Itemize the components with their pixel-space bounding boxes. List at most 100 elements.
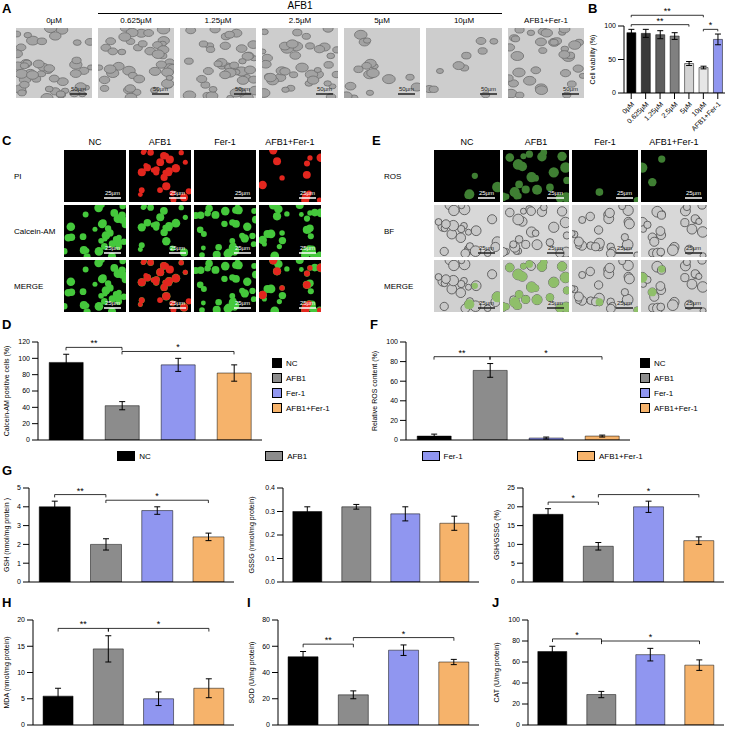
svg-text:25µm: 25µm xyxy=(235,300,250,306)
svg-text:50µm: 50µm xyxy=(235,86,250,92)
svg-text:GSSG (nmol/mg protein): GSSG (nmol/mg protein) xyxy=(248,496,256,573)
svg-text:60: 60 xyxy=(390,378,398,385)
svg-text:25µm: 25µm xyxy=(686,190,701,196)
svg-text:15: 15 xyxy=(17,643,25,650)
svg-text:**: ** xyxy=(80,619,88,629)
svg-text:20: 20 xyxy=(390,417,398,424)
svg-text:Cell viability (%): Cell viability (%) xyxy=(589,35,597,85)
svg-text:25µm: 25µm xyxy=(300,190,315,196)
svg-text:100: 100 xyxy=(508,616,520,623)
svg-text:**: ** xyxy=(664,6,672,16)
svg-text:Calcein-AM positive cells (%): Calcein-AM positive cells (%) xyxy=(3,346,11,437)
svg-text:80: 80 xyxy=(22,371,30,378)
svg-text:*: * xyxy=(575,630,579,640)
svg-text:50µm: 50µm xyxy=(153,86,168,92)
svg-text:0.3: 0.3 xyxy=(265,508,275,515)
svg-text:*: * xyxy=(157,619,161,629)
svg-text:0: 0 xyxy=(612,89,616,96)
svg-text:40: 40 xyxy=(262,669,270,676)
svg-text:20: 20 xyxy=(22,420,30,427)
svg-text:0: 0 xyxy=(21,721,25,728)
svg-text:SOD (U/mg protein): SOD (U/mg protein) xyxy=(248,642,256,704)
svg-text:*: * xyxy=(649,632,653,642)
svg-text:60: 60 xyxy=(262,643,270,650)
svg-text:25µm: 25µm xyxy=(105,245,120,251)
svg-text:50µm: 50µm xyxy=(71,86,86,92)
svg-text:*: * xyxy=(176,342,180,352)
svg-text:**: ** xyxy=(90,338,98,348)
svg-text:25µm: 25µm xyxy=(479,300,494,306)
svg-text:50µm: 50µm xyxy=(399,86,414,92)
svg-text:25µm: 25µm xyxy=(170,245,185,251)
svg-text:15: 15 xyxy=(507,522,515,529)
svg-text:50µm: 50µm xyxy=(563,86,578,92)
svg-text:25µm: 25µm xyxy=(170,300,185,306)
svg-text:25µm: 25µm xyxy=(617,300,632,306)
svg-text:0: 0 xyxy=(17,578,21,585)
svg-text:*: * xyxy=(571,493,575,503)
svg-text:3: 3 xyxy=(17,522,21,529)
svg-text:0: 0 xyxy=(266,721,270,728)
svg-text:*: * xyxy=(544,348,548,358)
svg-text:50µm: 50µm xyxy=(481,86,496,92)
svg-text:4: 4 xyxy=(17,503,21,510)
svg-text:50µm: 50µm xyxy=(317,86,332,92)
svg-text:5: 5 xyxy=(17,484,21,491)
svg-text:80: 80 xyxy=(390,358,398,365)
svg-text:25µm: 25µm xyxy=(686,245,701,251)
svg-text:100: 100 xyxy=(18,355,30,362)
svg-text:**: ** xyxy=(325,635,333,645)
svg-text:20: 20 xyxy=(507,503,515,510)
svg-text:0.0: 0.0 xyxy=(265,578,275,585)
svg-text:25µm: 25µm xyxy=(686,300,701,306)
svg-text:25µm: 25µm xyxy=(235,245,250,251)
svg-text:25µm: 25µm xyxy=(617,190,632,196)
svg-text:25µm: 25µm xyxy=(300,245,315,251)
svg-text:Relative ROS content (%): Relative ROS content (%) xyxy=(371,351,379,431)
svg-text:25µm: 25µm xyxy=(479,190,494,196)
svg-text:120: 120 xyxy=(18,338,30,345)
svg-text:100: 100 xyxy=(386,338,398,345)
svg-text:20: 20 xyxy=(512,700,520,707)
svg-text:GSH (nmol/mg protein ): GSH (nmol/mg protein ) xyxy=(3,498,11,572)
svg-text:40: 40 xyxy=(390,397,398,404)
svg-text:2.5µM: 2.5µM xyxy=(660,100,680,120)
svg-text:25µm: 25µm xyxy=(170,190,185,196)
svg-text:25: 25 xyxy=(507,484,515,491)
svg-text:0: 0 xyxy=(511,578,515,585)
svg-text:60: 60 xyxy=(22,387,30,394)
svg-text:*: * xyxy=(709,20,713,30)
svg-text:MDA (nmol/mg protein): MDA (nmol/mg protein) xyxy=(3,637,11,709)
svg-text:1: 1 xyxy=(17,560,21,567)
svg-text:25µm: 25µm xyxy=(105,190,120,196)
svg-text:0.1: 0.1 xyxy=(265,555,275,562)
svg-text:**: ** xyxy=(77,486,85,496)
svg-text:25µm: 25µm xyxy=(548,300,563,306)
svg-text:*: * xyxy=(402,629,406,639)
svg-text:10: 10 xyxy=(17,669,25,676)
svg-text:0.4: 0.4 xyxy=(265,484,275,491)
svg-text:20: 20 xyxy=(262,695,270,702)
svg-text:25µm: 25µm xyxy=(479,245,494,251)
svg-text:GSH/GSSG (%): GSH/GSSG (%) xyxy=(493,510,501,560)
svg-text:80: 80 xyxy=(512,637,520,644)
svg-text:80: 80 xyxy=(262,616,270,623)
svg-text:*: * xyxy=(155,491,159,501)
svg-text:50: 50 xyxy=(608,56,616,63)
svg-text:10: 10 xyxy=(507,541,515,548)
svg-text:20: 20 xyxy=(17,616,25,623)
svg-text:5: 5 xyxy=(21,695,25,702)
svg-text:25µm: 25µm xyxy=(300,300,315,306)
svg-text:*: * xyxy=(647,486,651,496)
svg-text:0: 0 xyxy=(394,436,398,443)
svg-text:2: 2 xyxy=(17,541,21,548)
svg-text:**: ** xyxy=(657,16,665,26)
svg-text:40: 40 xyxy=(22,404,30,411)
svg-text:AFB1+Fer-1: AFB1+Fer-1 xyxy=(690,100,722,132)
svg-text:0.2: 0.2 xyxy=(265,531,275,538)
svg-text:0: 0 xyxy=(516,721,520,728)
svg-text:40: 40 xyxy=(512,679,520,686)
svg-text:5: 5 xyxy=(511,560,515,567)
svg-text:25µm: 25µm xyxy=(548,190,563,196)
svg-text:100: 100 xyxy=(604,22,616,29)
